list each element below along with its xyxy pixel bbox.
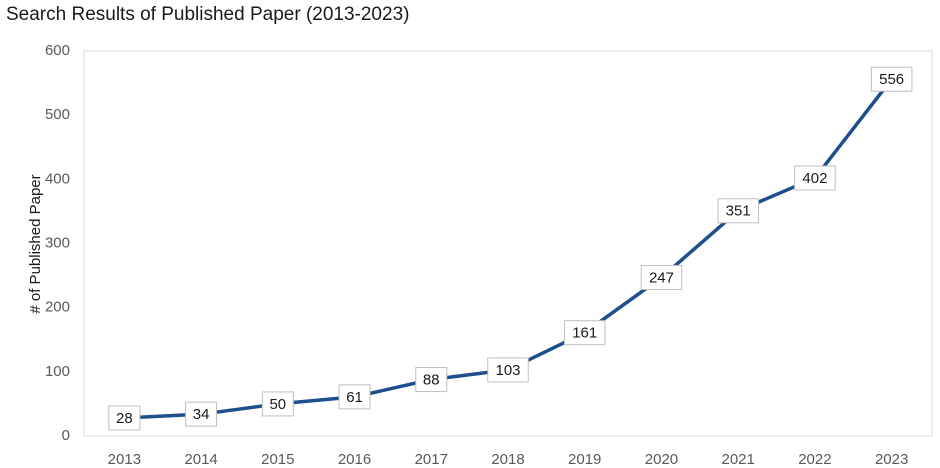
- data-label: 88: [415, 367, 448, 393]
- data-label: 103: [487, 357, 529, 383]
- data-label: 247: [640, 265, 683, 291]
- data-label-text: 50: [269, 396, 286, 413]
- data-label-box: [717, 198, 759, 224]
- data-label-box: [870, 66, 913, 92]
- x-tick-label: 2021: [721, 451, 754, 468]
- data-label: 556: [870, 66, 913, 92]
- data-label-box: [261, 391, 294, 417]
- plot-area-border: [83, 50, 933, 437]
- x-axis-ticks: 2013 2014 2015 2016 2017 2018 2019 2020 2021 2022…: [108, 451, 909, 468]
- data-label-text: 34: [193, 406, 210, 423]
- data-label-box: [338, 384, 371, 410]
- y-tick-label: 400: [45, 170, 70, 187]
- data-label-box: [563, 320, 606, 346]
- data-label: 61: [338, 384, 371, 410]
- y-tick-label: 300: [45, 234, 70, 251]
- data-labels: 28 34 50 61 88 103 161 247 351 402 556: [108, 66, 913, 431]
- data-label-text: 28: [116, 410, 133, 427]
- y-tick-label: 200: [45, 299, 70, 316]
- data-label: 402: [794, 165, 836, 191]
- data-label-text: 402: [802, 170, 827, 187]
- data-label: 161: [563, 320, 606, 346]
- data-label-text: 61: [346, 389, 363, 406]
- y-tick-label: 100: [45, 363, 70, 380]
- x-tick-label: 2016: [338, 451, 371, 468]
- data-label: 28: [108, 405, 141, 431]
- y-tick-label: 0: [62, 427, 70, 444]
- x-tick-label: 2022: [798, 451, 831, 468]
- y-axis-ticks: 0 100 200 300 400 500 600: [45, 42, 70, 444]
- x-tick-label: 2013: [108, 451, 141, 468]
- x-tick-label: 2020: [645, 451, 678, 468]
- data-label-text: 556: [879, 71, 904, 88]
- data-label-box: [640, 265, 683, 291]
- y-tick-label: 500: [45, 106, 70, 123]
- data-label-text: 103: [495, 362, 520, 379]
- x-tick-label: 2015: [261, 451, 294, 468]
- x-tick-label: 2023: [875, 451, 908, 468]
- x-tick-label: 2017: [415, 451, 448, 468]
- chart-title: Search Results of Published Paper (2013-…: [6, 4, 410, 25]
- data-label: 50: [261, 391, 294, 417]
- data-label-box: [487, 357, 529, 383]
- data-label-text: 161: [572, 325, 597, 342]
- y-axis-label: # of Published Paper: [27, 174, 44, 313]
- data-label-text: 88: [423, 372, 440, 389]
- data-label-box: [108, 405, 141, 431]
- x-tick-label: 2014: [184, 451, 217, 468]
- data-label-text: 247: [649, 269, 674, 286]
- data-label-text: 351: [726, 203, 751, 220]
- data-label: 351: [717, 198, 759, 224]
- data-label-box: [415, 367, 448, 393]
- x-tick-label: 2018: [491, 451, 524, 468]
- data-label: 34: [185, 401, 218, 427]
- y-tick-label: 600: [45, 42, 70, 59]
- data-label-box: [185, 401, 218, 427]
- data-label-box: [794, 165, 836, 191]
- x-tick-label: 2019: [568, 451, 601, 468]
